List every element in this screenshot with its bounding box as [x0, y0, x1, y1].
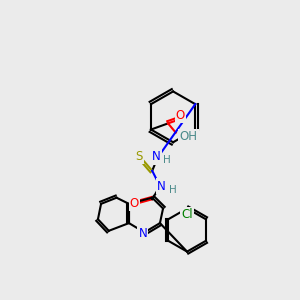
Text: H: H	[169, 185, 177, 195]
Text: OH: OH	[180, 130, 198, 143]
Text: N: N	[157, 180, 166, 193]
Text: N: N	[139, 227, 147, 240]
Text: Cl: Cl	[181, 208, 193, 221]
Text: H: H	[163, 155, 171, 165]
Text: O: O	[176, 109, 185, 122]
Text: O: O	[130, 196, 139, 210]
Text: S: S	[135, 150, 143, 163]
Text: N: N	[152, 150, 161, 164]
